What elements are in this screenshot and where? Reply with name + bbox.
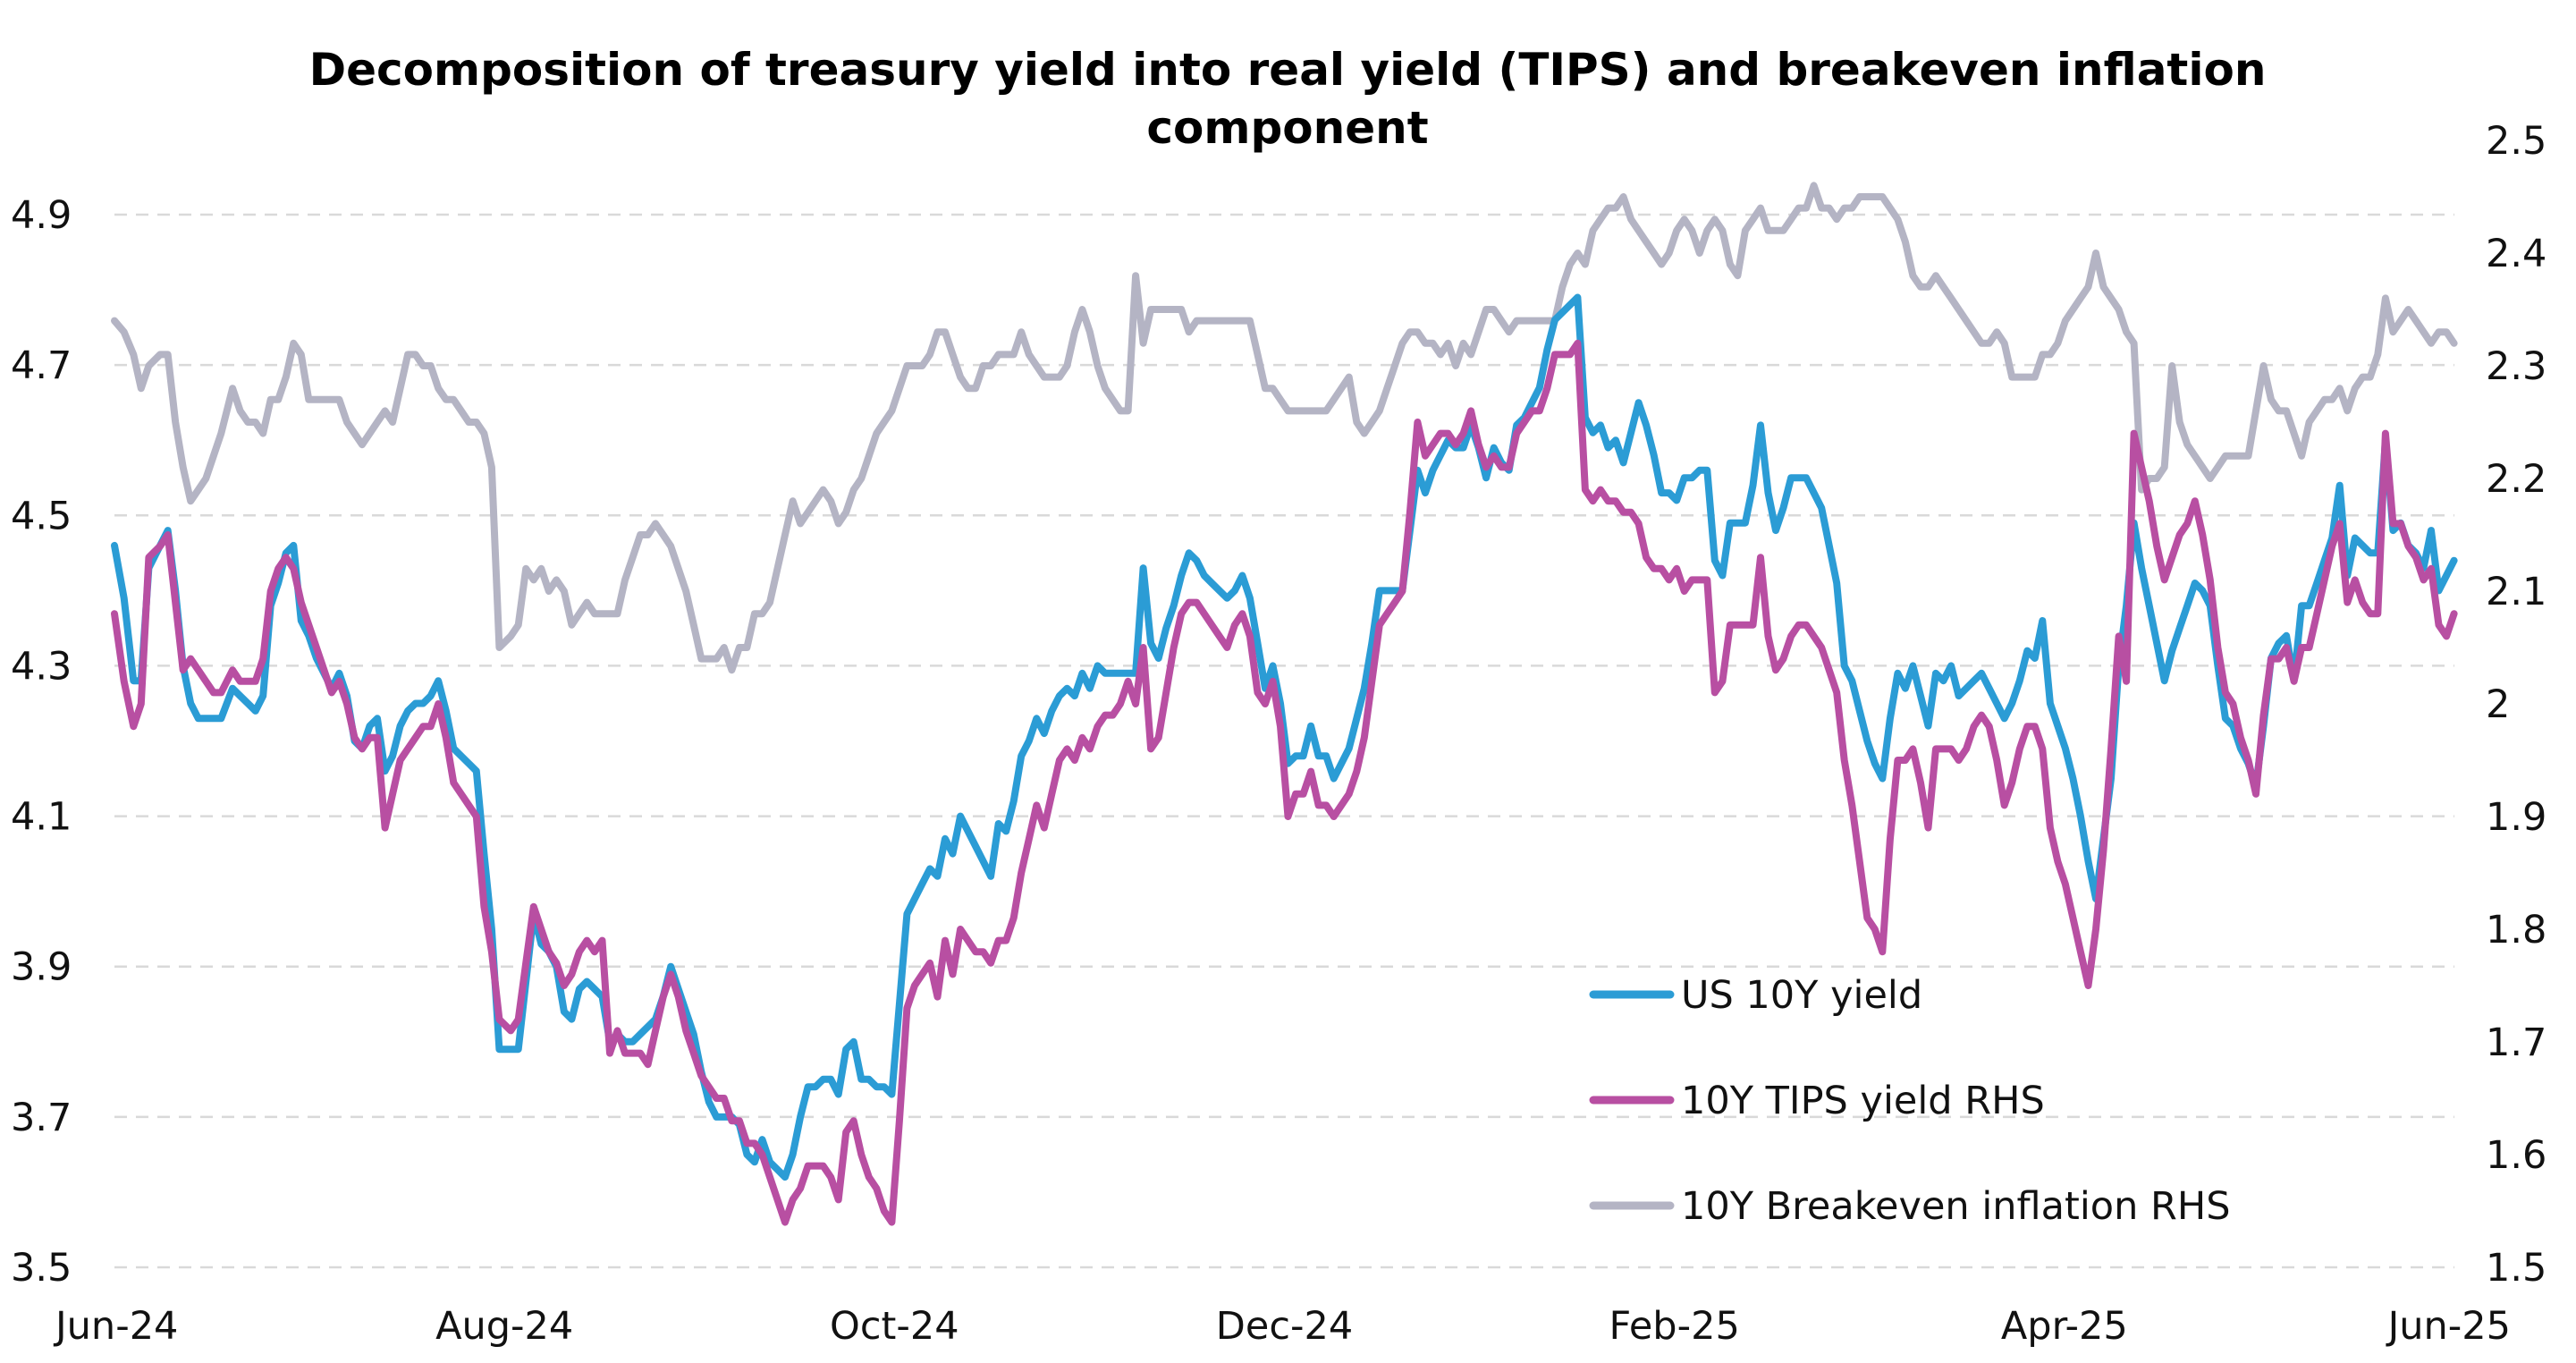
chart-title-line-1: Decomposition of treasury yield into rea…	[309, 44, 2267, 96]
left-y-tick-label: 4.1	[11, 795, 72, 840]
series-lines	[111, 182, 2458, 1226]
right-y-tick-label: 2	[2486, 682, 2510, 727]
chart-title: Decomposition of treasury yield into rea…	[309, 44, 2267, 154]
right-y-tick-label: 2.2	[2486, 457, 2546, 502]
left-y-tick-label: 4.9	[11, 193, 72, 238]
x-tick-label: Dec-24	[1216, 1304, 1353, 1349]
x-tick-label: Oct-24	[830, 1304, 959, 1349]
right-y-tick-label: 1.5	[2486, 1246, 2546, 1291]
left-y-tick-label: 4.3	[11, 644, 72, 689]
legend-label: 10Y TIPS yield RHS	[1681, 1079, 2045, 1123]
right-y-tick-label: 2.5	[2486, 119, 2546, 164]
series-line-us-10y-yield	[111, 293, 2458, 1181]
right-y-tick-label: 1.6	[2486, 1133, 2546, 1178]
x-tick-label: Aug-24	[435, 1304, 573, 1349]
right-y-tick-label: 2.4	[2486, 232, 2546, 276]
series-line-10y-tips-yield-rhs	[111, 339, 2458, 1226]
right-y-tick-label: 2.3	[2486, 344, 2546, 389]
right-y-axis: 1.5 1.6 1.7 1.8 1.9 2 2.1 2.2 2.3 2.4 2.5	[2486, 119, 2546, 1291]
x-axis: Jun-24 Aug-24 Oct-24 Dec-24 Feb-25 Apr-25 Jun-…	[53, 1304, 2511, 1349]
x-tick-label: Feb-25	[1609, 1304, 1739, 1349]
x-tick-label: Jun-25	[2386, 1304, 2511, 1349]
left-y-tick-label: 4.7	[11, 343, 72, 388]
x-tick-label: Apr-25	[2001, 1304, 2128, 1349]
right-y-tick-label: 1.9	[2486, 795, 2546, 840]
left-y-tick-label: 3.9	[11, 945, 72, 990]
legend: US 10Y yield 10Y TIPS yield RHS 10Y Breake…	[1589, 973, 2231, 1229]
right-y-tick-label: 1.8	[2486, 908, 2546, 952]
right-y-tick-label: 2.1	[2486, 570, 2546, 614]
left-y-tick-label: 3.5	[11, 1246, 72, 1291]
left-y-tick-label: 3.7	[11, 1096, 72, 1140]
left-y-axis: 3.5 3.7 3.9 4.1 4.3 4.5 4.7 4.9	[11, 193, 72, 1291]
legend-label: US 10Y yield	[1681, 973, 1922, 1018]
left-y-tick-label: 4.5	[11, 494, 72, 538]
right-y-tick-label: 1.7	[2486, 1020, 2546, 1065]
series-line-10y-breakeven-inflation-rhs	[111, 182, 2458, 674]
x-tick-label: Jun-24	[53, 1304, 178, 1349]
chart-title-line-2: component	[1146, 102, 1428, 154]
legend-label: 10Y Breakeven inflation RHS	[1681, 1184, 2231, 1229]
